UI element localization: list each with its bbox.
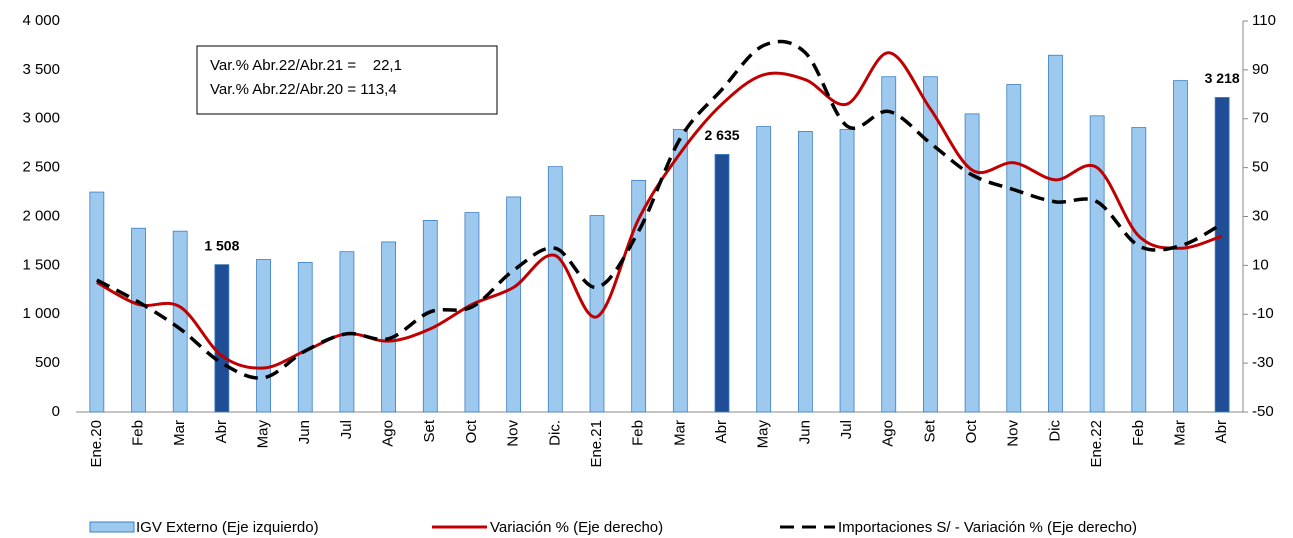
- bar: [464, 212, 480, 413]
- legend-label: Variación % (Eje derecho): [490, 519, 663, 536]
- x-tick-label: May: [255, 420, 272, 449]
- x-tick-label: Ago: [380, 420, 397, 447]
- bar: [1048, 54, 1063, 413]
- y-tick-label: 3 500: [22, 61, 60, 78]
- x-tick-label: Mar: [171, 420, 188, 446]
- bar: [1131, 127, 1147, 413]
- bar: [756, 126, 772, 413]
- bar: [339, 251, 355, 413]
- x-tick-label: Feb: [129, 420, 146, 446]
- legend-label: IGV Externo (Eje izquierdo): [136, 519, 319, 536]
- x-tick-label: Mar: [1171, 420, 1188, 446]
- x-tick-label: Feb: [1130, 420, 1147, 446]
- x-tick-label: Jun: [296, 420, 313, 444]
- x-tick-label: Abr: [713, 420, 730, 443]
- value-label: 3 218: [1205, 70, 1240, 86]
- x-tick-label: Set: [921, 419, 938, 442]
- x-tick-label: Nov: [1005, 420, 1022, 447]
- x-tick-label: Ene.20: [88, 420, 105, 468]
- x-tick-label: Jul: [338, 420, 355, 439]
- y-tick-label: 2 500: [22, 159, 60, 176]
- bar: [131, 227, 146, 413]
- value-label: 1 508: [204, 237, 239, 253]
- x-tick-label: Set: [421, 419, 438, 442]
- y-tick-label: 0: [52, 403, 60, 420]
- y-tick-label: 4 000: [22, 12, 60, 29]
- y-tick-label: 2 000: [22, 207, 60, 224]
- y2-tick-label: -50: [1252, 403, 1274, 420]
- y2-tick-label: 10: [1252, 256, 1269, 273]
- x-tick-label: Jul: [838, 420, 855, 439]
- y2-tick-label: 30: [1252, 207, 1269, 224]
- annotation: Var.% Abr.22/Abr.20 = 113,4: [210, 81, 397, 98]
- x-tick-label: Nov: [505, 420, 522, 447]
- x-tick-label: Jun: [796, 420, 813, 444]
- annotation: Var.% Abr.22/Abr.21 = 22,1: [210, 57, 402, 74]
- bar: [89, 191, 105, 413]
- x-tick-label: Mar: [671, 420, 688, 446]
- bar: [839, 129, 855, 413]
- bar: [422, 220, 438, 413]
- x-tick-label: Dic: [1046, 420, 1063, 442]
- y-tick-label: 1 500: [22, 256, 60, 273]
- y2-tick-label: -10: [1252, 305, 1274, 322]
- x-tick-label: May: [755, 420, 772, 449]
- bar: [1006, 84, 1022, 413]
- x-tick-label: Ene.22: [1088, 420, 1105, 468]
- x-tick-label: Oct: [463, 419, 480, 443]
- x-tick-label: Ago: [880, 420, 897, 447]
- bar: [964, 113, 980, 413]
- bar: [1089, 115, 1105, 413]
- bar: [672, 129, 688, 413]
- x-tick-label: Abr: [213, 420, 230, 443]
- y2-tick-label: 70: [1252, 110, 1269, 127]
- x-tick-label: Oct: [963, 419, 980, 443]
- x-tick-label: Abr: [1213, 420, 1230, 443]
- annotation-box: [196, 45, 498, 115]
- bar: [547, 166, 563, 413]
- legend-swatch: [89, 521, 135, 533]
- value-label: 2 635: [704, 127, 739, 143]
- y2-tick-label: 50: [1252, 159, 1269, 176]
- y2-tick-label: -30: [1252, 354, 1274, 371]
- x-tick-label: Feb: [630, 420, 647, 446]
- x-tick-label: Ene.21: [588, 420, 605, 468]
- line: [96, 39, 1224, 380]
- bar: [714, 154, 730, 413]
- bar: [797, 131, 813, 413]
- bar: [881, 76, 897, 413]
- y2-tick-label: 110: [1252, 12, 1276, 29]
- bar: [381, 241, 396, 413]
- x-tick-label: Dic.: [546, 420, 563, 446]
- bar: [923, 76, 938, 413]
- bar: [506, 196, 522, 413]
- bar: [172, 230, 188, 413]
- bar: [214, 264, 230, 413]
- bar: [1214, 97, 1230, 413]
- legend-label: Importaciones S/ - Variación % (Eje dere…: [838, 519, 1137, 536]
- bar: [256, 259, 271, 413]
- y-tick-label: 1 000: [22, 305, 60, 322]
- y-tick-label: 500: [35, 354, 60, 371]
- y2-tick-label: 90: [1252, 61, 1269, 78]
- bar: [297, 262, 313, 413]
- bar: [631, 179, 647, 413]
- y-tick-label: 3 000: [22, 110, 60, 127]
